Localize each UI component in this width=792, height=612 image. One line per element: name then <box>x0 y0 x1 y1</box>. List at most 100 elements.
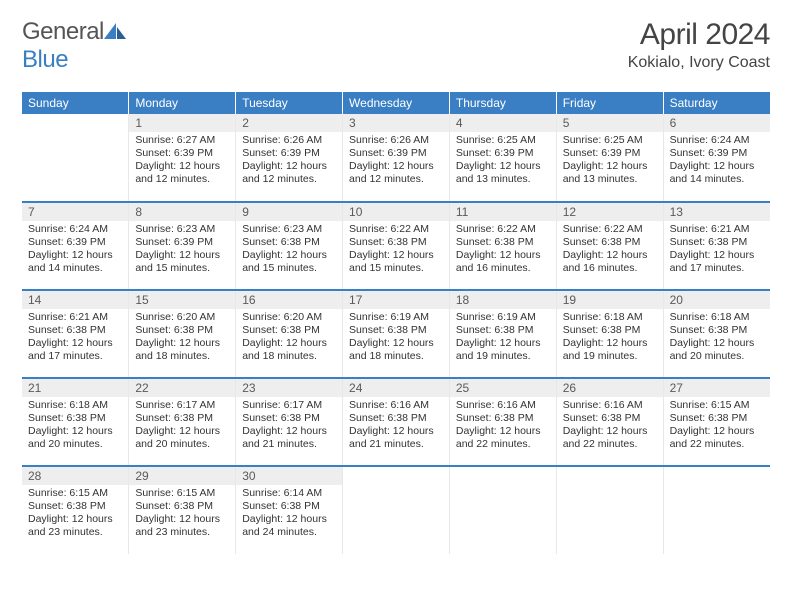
calendar-row: 21Sunrise: 6:18 AMSunset: 6:38 PMDayligh… <box>22 378 770 466</box>
day-details: Sunrise: 6:26 AMSunset: 6:39 PMDaylight:… <box>236 132 342 191</box>
sunset-text: Sunset: 6:38 PM <box>349 412 443 425</box>
header: GeneralBlue April 2024 Kokialo, Ivory Co… <box>22 18 770 74</box>
calendar-cell: 30Sunrise: 6:14 AMSunset: 6:38 PMDayligh… <box>236 466 343 554</box>
sunset-text: Sunset: 6:38 PM <box>670 412 764 425</box>
sunset-text: Sunset: 6:38 PM <box>135 412 229 425</box>
calendar-cell: 14Sunrise: 6:21 AMSunset: 6:38 PMDayligh… <box>22 290 129 378</box>
day-details: Sunrise: 6:17 AMSunset: 6:38 PMDaylight:… <box>236 397 342 456</box>
sunrise-text: Sunrise: 6:18 AM <box>28 399 122 412</box>
daylight-text: Daylight: 12 hours and 15 minutes. <box>242 249 336 275</box>
sunrise-text: Sunrise: 6:20 AM <box>135 311 229 324</box>
day-number: 13 <box>664 203 770 221</box>
daylight-text: Daylight: 12 hours and 14 minutes. <box>670 160 764 186</box>
day-number: 23 <box>236 379 342 397</box>
daylight-text: Daylight: 12 hours and 24 minutes. <box>242 513 336 539</box>
sunset-text: Sunset: 6:38 PM <box>28 324 122 337</box>
calendar-cell: 23Sunrise: 6:17 AMSunset: 6:38 PMDayligh… <box>236 378 343 466</box>
sunrise-text: Sunrise: 6:18 AM <box>670 311 764 324</box>
day-number: 2 <box>236 114 342 132</box>
calendar-cell: 18Sunrise: 6:19 AMSunset: 6:38 PMDayligh… <box>449 290 556 378</box>
calendar-cell <box>449 466 556 554</box>
day-details: Sunrise: 6:20 AMSunset: 6:38 PMDaylight:… <box>129 309 235 368</box>
sunset-text: Sunset: 6:39 PM <box>135 147 229 160</box>
day-details: Sunrise: 6:22 AMSunset: 6:38 PMDaylight:… <box>557 221 663 280</box>
logo-part2: Blue <box>22 46 68 73</box>
day-number: 26 <box>557 379 663 397</box>
day-details: Sunrise: 6:23 AMSunset: 6:39 PMDaylight:… <box>129 221 235 280</box>
day-details: Sunrise: 6:15 AMSunset: 6:38 PMDaylight:… <box>22 485 128 544</box>
day-number: 16 <box>236 291 342 309</box>
day-details: Sunrise: 6:15 AMSunset: 6:38 PMDaylight:… <box>129 485 235 544</box>
sunrise-text: Sunrise: 6:16 AM <box>456 399 550 412</box>
day-number: 20 <box>664 291 770 309</box>
daylight-text: Daylight: 12 hours and 21 minutes. <box>349 425 443 451</box>
day-details: Sunrise: 6:16 AMSunset: 6:38 PMDaylight:… <box>557 397 663 456</box>
day-details: Sunrise: 6:23 AMSunset: 6:38 PMDaylight:… <box>236 221 342 280</box>
daylight-text: Daylight: 12 hours and 18 minutes. <box>135 337 229 363</box>
sunrise-text: Sunrise: 6:16 AM <box>563 399 657 412</box>
sunset-text: Sunset: 6:39 PM <box>670 147 764 160</box>
sunset-text: Sunset: 6:38 PM <box>456 236 550 249</box>
sunrise-text: Sunrise: 6:24 AM <box>28 223 122 236</box>
daylight-text: Daylight: 12 hours and 21 minutes. <box>242 425 336 451</box>
sunrise-text: Sunrise: 6:22 AM <box>563 223 657 236</box>
calendar-cell: 7Sunrise: 6:24 AMSunset: 6:39 PMDaylight… <box>22 202 129 290</box>
calendar-cell: 21Sunrise: 6:18 AMSunset: 6:38 PMDayligh… <box>22 378 129 466</box>
weekday-header: Tuesday <box>236 92 343 114</box>
sunrise-text: Sunrise: 6:17 AM <box>135 399 229 412</box>
calendar-cell: 2Sunrise: 6:26 AMSunset: 6:39 PMDaylight… <box>236 114 343 202</box>
day-number: 12 <box>557 203 663 221</box>
weekday-header: Thursday <box>449 92 556 114</box>
day-details: Sunrise: 6:24 AMSunset: 6:39 PMDaylight:… <box>664 132 770 191</box>
day-details: Sunrise: 6:26 AMSunset: 6:39 PMDaylight:… <box>343 132 449 191</box>
sunset-text: Sunset: 6:38 PM <box>349 236 443 249</box>
calendar-cell: 28Sunrise: 6:15 AMSunset: 6:38 PMDayligh… <box>22 466 129 554</box>
sunrise-text: Sunrise: 6:18 AM <box>563 311 657 324</box>
sunrise-text: Sunrise: 6:21 AM <box>670 223 764 236</box>
sunrise-text: Sunrise: 6:25 AM <box>563 134 657 147</box>
day-details: Sunrise: 6:18 AMSunset: 6:38 PMDaylight:… <box>664 309 770 368</box>
sunrise-text: Sunrise: 6:24 AM <box>670 134 764 147</box>
day-details: Sunrise: 6:24 AMSunset: 6:39 PMDaylight:… <box>22 221 128 280</box>
sunrise-text: Sunrise: 6:25 AM <box>456 134 550 147</box>
day-details: Sunrise: 6:18 AMSunset: 6:38 PMDaylight:… <box>557 309 663 368</box>
day-details: Sunrise: 6:15 AMSunset: 6:38 PMDaylight:… <box>664 397 770 456</box>
calendar-cell: 24Sunrise: 6:16 AMSunset: 6:38 PMDayligh… <box>343 378 450 466</box>
day-number: 15 <box>129 291 235 309</box>
day-number: 28 <box>22 467 128 485</box>
day-number: 10 <box>343 203 449 221</box>
sunset-text: Sunset: 6:38 PM <box>242 324 336 337</box>
sunrise-text: Sunrise: 6:15 AM <box>28 487 122 500</box>
logo-part1: General <box>22 18 104 45</box>
day-details: Sunrise: 6:16 AMSunset: 6:38 PMDaylight:… <box>450 397 556 456</box>
sunset-text: Sunset: 6:38 PM <box>563 412 657 425</box>
sunrise-text: Sunrise: 6:23 AM <box>135 223 229 236</box>
day-number: 6 <box>664 114 770 132</box>
day-number: 30 <box>236 467 342 485</box>
calendar-cell <box>343 466 450 554</box>
day-number: 21 <box>22 379 128 397</box>
day-details: Sunrise: 6:22 AMSunset: 6:38 PMDaylight:… <box>450 221 556 280</box>
calendar-cell: 5Sunrise: 6:25 AMSunset: 6:39 PMDaylight… <box>556 114 663 202</box>
calendar-cell: 12Sunrise: 6:22 AMSunset: 6:38 PMDayligh… <box>556 202 663 290</box>
sunrise-text: Sunrise: 6:26 AM <box>242 134 336 147</box>
day-number: 27 <box>664 379 770 397</box>
day-number: 25 <box>450 379 556 397</box>
day-details: Sunrise: 6:17 AMSunset: 6:38 PMDaylight:… <box>129 397 235 456</box>
daylight-text: Daylight: 12 hours and 17 minutes. <box>670 249 764 275</box>
daylight-text: Daylight: 12 hours and 15 minutes. <box>349 249 443 275</box>
calendar-cell: 17Sunrise: 6:19 AMSunset: 6:38 PMDayligh… <box>343 290 450 378</box>
sunrise-text: Sunrise: 6:15 AM <box>670 399 764 412</box>
day-details: Sunrise: 6:20 AMSunset: 6:38 PMDaylight:… <box>236 309 342 368</box>
daylight-text: Daylight: 12 hours and 16 minutes. <box>563 249 657 275</box>
day-number: 4 <box>450 114 556 132</box>
daylight-text: Daylight: 12 hours and 20 minutes. <box>670 337 764 363</box>
sunset-text: Sunset: 6:38 PM <box>349 324 443 337</box>
daylight-text: Daylight: 12 hours and 12 minutes. <box>135 160 229 186</box>
day-number: 1 <box>129 114 235 132</box>
sunset-text: Sunset: 6:38 PM <box>563 324 657 337</box>
day-number: 3 <box>343 114 449 132</box>
calendar-cell: 25Sunrise: 6:16 AMSunset: 6:38 PMDayligh… <box>449 378 556 466</box>
weekday-header-row: Sunday Monday Tuesday Wednesday Thursday… <box>22 92 770 114</box>
calendar-cell: 27Sunrise: 6:15 AMSunset: 6:38 PMDayligh… <box>663 378 770 466</box>
